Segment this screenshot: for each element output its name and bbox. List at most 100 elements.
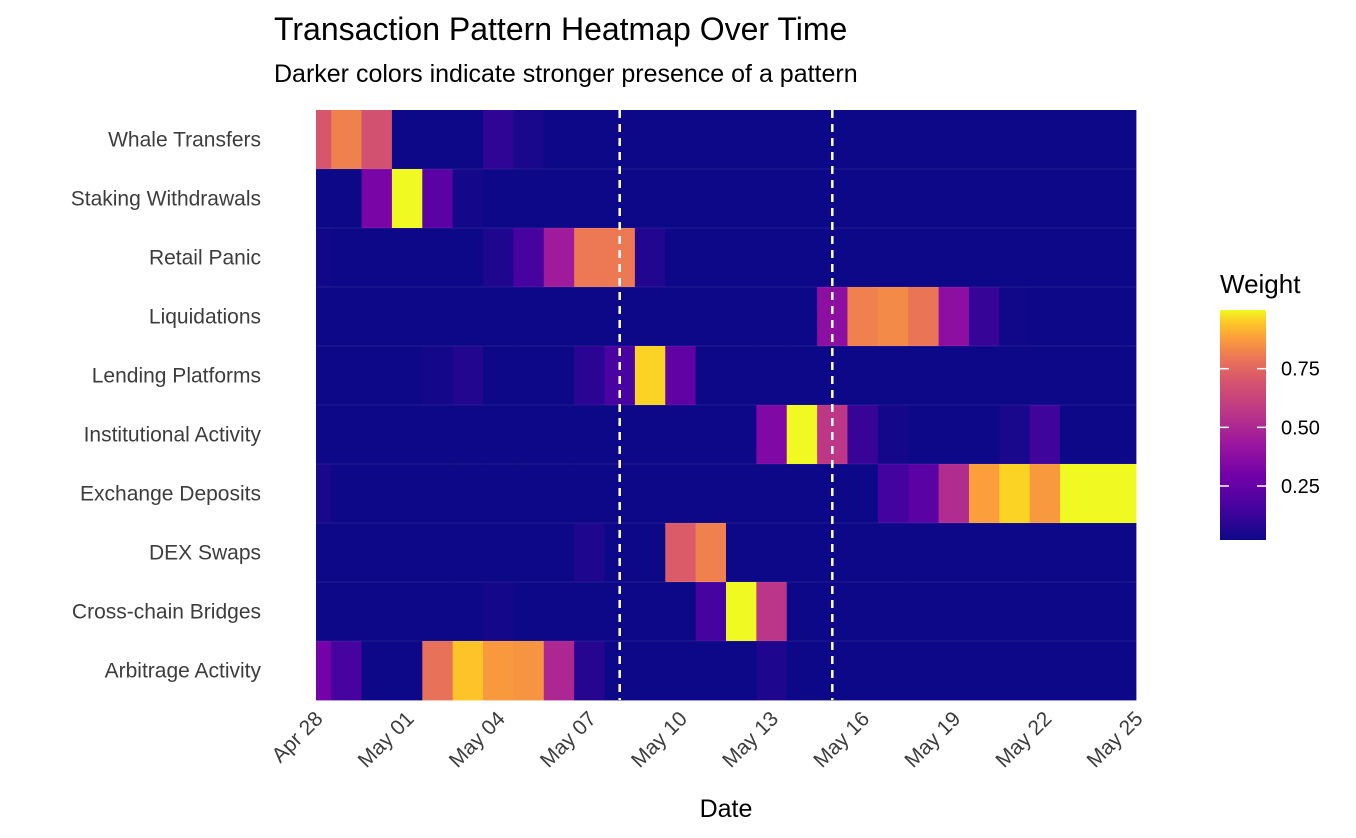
heatmap-cell — [574, 110, 605, 170]
heatmap-cell — [452, 641, 484, 701]
heatmap-cell — [756, 287, 788, 347]
heatmap-cell — [316, 228, 332, 288]
x-tick-label: May 13 — [718, 707, 783, 772]
heatmap-cell — [726, 110, 757, 170]
heatmap-cell — [422, 582, 454, 642]
x-tick-label: May 19 — [900, 707, 965, 772]
heatmap-cell — [513, 523, 545, 583]
heatmap-cell — [634, 641, 666, 701]
heatmap-cell — [513, 582, 545, 642]
heatmap-cell — [361, 464, 393, 524]
heatmap-cell — [968, 523, 1000, 583]
heatmap-cell — [316, 346, 332, 406]
heatmap-cell — [513, 228, 545, 288]
heatmap-cell — [574, 641, 605, 701]
heatmap-cell — [316, 464, 332, 524]
heatmap-cell — [1060, 582, 1091, 642]
heatmap-cell — [391, 405, 423, 465]
heatmap-cell — [877, 464, 909, 524]
y-tick-label: Arbitrage Activity — [105, 660, 262, 683]
heatmap-cell — [634, 169, 666, 229]
heatmap-cell — [422, 641, 454, 701]
heatmap-cell — [1060, 641, 1091, 701]
heatmap-cell — [968, 582, 1000, 642]
heatmap-cell — [361, 169, 393, 229]
heatmap-cell — [756, 464, 788, 524]
heatmap-cell — [316, 169, 332, 229]
heatmap-cell — [1120, 582, 1137, 642]
heatmap-cell — [422, 405, 454, 465]
heatmap-cell — [391, 110, 423, 170]
heatmap-cell — [908, 346, 939, 406]
heatmap-cell — [938, 523, 970, 583]
heatmap-cell — [331, 110, 362, 170]
heatmap-cell — [1029, 228, 1061, 288]
heatmap-cell — [665, 641, 697, 701]
heatmap-cell — [574, 405, 605, 465]
heatmap-cell — [877, 287, 909, 347]
heatmap-cell — [999, 464, 1031, 524]
heatmap-cell — [847, 110, 879, 170]
legend-tick-label: 0.25 — [1281, 476, 1320, 498]
heatmap-cell — [756, 641, 788, 701]
heatmap-cell — [1090, 110, 1122, 170]
heatmap-cell — [1029, 169, 1061, 229]
heatmap-cell — [1060, 346, 1091, 406]
heatmap-cell — [391, 346, 423, 406]
x-axis-labels: Apr 28 May 01 May 04 May 07 May 10 May 13 May … — [268, 707, 1148, 772]
y-tick-label: Retail Panic — [149, 247, 261, 270]
heatmap-cell — [786, 582, 818, 642]
heatmap-cell — [1060, 405, 1091, 465]
heatmap-cell — [938, 641, 970, 701]
heatmap-cell — [695, 641, 727, 701]
heatmap-cell — [634, 346, 666, 406]
heatmap-cell — [331, 346, 362, 406]
heatmap-cell — [1090, 169, 1122, 229]
chart-title: Transaction Pattern Heatmap Over Time — [274, 11, 847, 47]
heatmap-cell — [968, 405, 1000, 465]
heatmap-cell — [452, 346, 484, 406]
heatmap-cell — [452, 228, 484, 288]
heatmap-cell — [877, 228, 909, 288]
heatmap-cell — [574, 346, 605, 406]
heatmap-cell — [938, 287, 970, 347]
x-tick-label: May 01 — [354, 707, 419, 772]
heatmap-cell — [513, 405, 545, 465]
heatmap-cell — [968, 464, 1000, 524]
heatmap-cell — [1060, 169, 1091, 229]
heatmap-cell — [756, 523, 788, 583]
heatmap-cell — [634, 523, 666, 583]
heatmap-cell — [543, 523, 575, 583]
heatmap-cell — [756, 405, 788, 465]
heatmap-cell — [361, 228, 393, 288]
heatmap-cell — [786, 169, 818, 229]
heatmap-cell — [786, 228, 818, 288]
heatmap-cell — [316, 287, 332, 347]
heatmap-cell — [391, 464, 423, 524]
heatmap-cell — [331, 523, 362, 583]
heatmap-cell — [665, 346, 697, 406]
heatmap-cell — [665, 582, 697, 642]
heatmap-cell — [543, 464, 575, 524]
heatmap-cell — [999, 110, 1031, 170]
heatmap-cell — [574, 169, 605, 229]
heatmap-cell — [1120, 228, 1137, 288]
heatmap-cell — [726, 346, 757, 406]
heatmap-cell — [908, 464, 939, 524]
heatmap-cell — [695, 169, 727, 229]
heatmap-cell — [391, 287, 423, 347]
heatmap-cell — [513, 464, 545, 524]
heatmap-cell — [483, 287, 514, 347]
y-tick-label: Lending Platforms — [92, 365, 261, 388]
heatmap-cell — [756, 228, 788, 288]
heatmap-cell — [1029, 346, 1061, 406]
heatmap-cell — [361, 641, 393, 701]
heatmap-cell — [786, 405, 818, 465]
heatmap-cell — [331, 228, 362, 288]
heatmap-cell — [483, 464, 514, 524]
heatmap-cell — [452, 464, 484, 524]
legend-title: Weight — [1220, 269, 1301, 299]
heatmap-cell — [908, 523, 939, 583]
heatmap-cell — [695, 110, 727, 170]
heatmap-cell — [452, 169, 484, 229]
